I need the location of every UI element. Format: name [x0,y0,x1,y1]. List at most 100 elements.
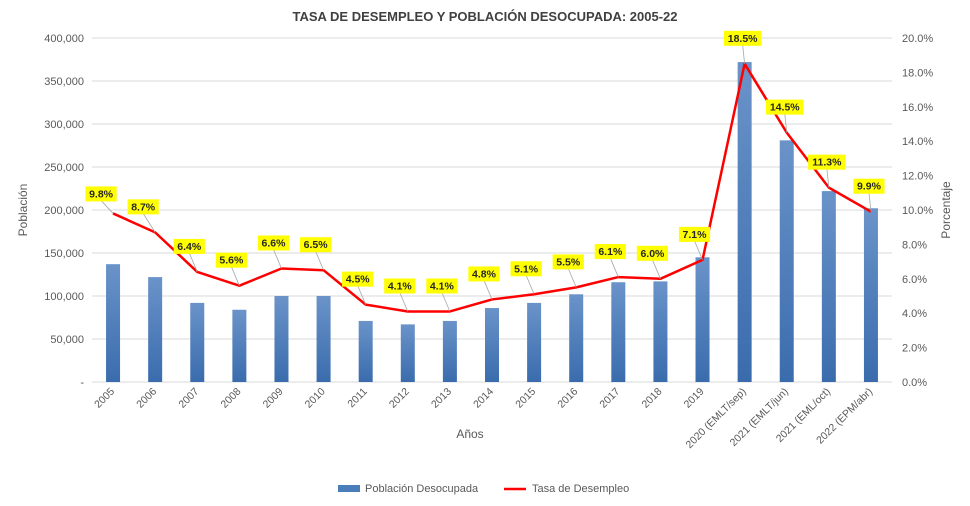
data-label-bg [765,99,804,115]
y-tick-label: 100,000 [44,291,84,303]
chart-title: TASA DE DESEMPLEO Y POBLACIÓN DESOCUPADA… [292,9,677,24]
data-label-bg [636,245,669,261]
data-label: 6.0% [640,248,665,260]
y2-tick-label: 12.0% [902,171,933,183]
data-label-bg [594,244,626,260]
data-label-leader [100,200,114,214]
bar [274,296,289,382]
data-label-bg [215,252,247,268]
data-label: 9.8% [89,188,114,200]
data-label-leader [609,257,619,278]
x-tick-label: 2010 [303,386,328,411]
data-label-leader [784,113,788,133]
y-tick-label: 50,000 [50,334,84,346]
data-label: 11.3% [812,157,842,169]
y2-tick-label: 6.0% [902,274,927,286]
y2-tick-label: 2.0% [902,343,927,355]
data-label-leader [826,168,830,188]
data-label-bg [723,30,762,46]
data-label-leader [357,285,367,305]
x-tick-label: 2019 [682,386,707,411]
bar [485,308,499,382]
y2-axis-title: Porcentaje [939,181,953,239]
data-label-bg [384,278,416,294]
y-tick-label: 400,000 [44,33,84,45]
bar [695,257,710,382]
y2-tick-label: 20.0% [902,33,933,45]
legend-label-line: Tasa de Desempleo [532,483,629,495]
y-tick-label: 250,000 [44,162,84,174]
data-label: 4.1% [388,280,413,292]
data-label-bg [173,238,205,254]
y-tick-label: 350,000 [44,76,84,88]
x-tick-label: 2009 [261,386,286,411]
data-label-leader [142,213,156,233]
data-label: 9.9% [857,181,882,193]
data-label: 4.8% [472,268,497,280]
data-label: 5.1% [514,263,539,275]
legend-label-bars: Población Desocupada [365,483,479,495]
bar [316,296,331,382]
y2-tick-label: 18.0% [902,67,933,79]
x-tick-label: 2008 [218,386,243,411]
data-label-leader [273,249,282,269]
y-tick-label: - [80,377,84,389]
data-label-bg [127,199,159,215]
bar [611,282,626,382]
data-label: 5.6% [219,255,244,267]
data-label-leader [525,275,535,295]
data-label-leader [441,292,451,312]
data-label-leader [567,268,577,288]
x-tick-label: 2006 [134,386,159,411]
x-tick-label: 2013 [429,386,454,411]
bar [821,191,836,382]
data-label-leader [483,280,493,300]
data-label-bg [342,271,374,287]
bar [358,320,373,382]
data-label-bg [85,186,117,202]
data-label-leader [188,252,198,273]
x-tick-label: 2012 [387,386,412,411]
data-label-bg [678,226,711,242]
data-label-leader [742,44,746,64]
bar [527,302,542,382]
x-tick-label: 2016 [555,386,580,411]
bar [400,324,415,382]
y2-tick-label: 8.0% [902,239,927,251]
data-label: 4.1% [430,280,455,292]
data-label-bg [510,261,542,277]
x-tick-label: 2018 [640,386,665,411]
x-axis-title: Años [456,427,483,441]
x-tick-label: 2011 [345,386,370,411]
data-label-bg [808,154,846,170]
data-label: 5.5% [556,256,581,268]
x-tick-label: 2005 [92,386,117,411]
bar [148,277,163,382]
data-label-bg [426,278,458,294]
x-tick-label: 2014 [471,386,496,411]
data-label: 6.4% [177,241,202,253]
data-label-leader [868,192,872,212]
data-label-leader [399,292,409,312]
data-label-leader [230,266,240,286]
data-label-bg [468,266,500,282]
data-label: 7.1% [683,229,708,241]
bar [442,320,457,382]
bar [737,62,752,383]
data-label: 18.5% [728,33,758,45]
data-label-bg [853,178,885,194]
data-label: 6.5% [304,239,329,251]
y-tick-label: 300,000 [44,119,84,131]
data-label: 14.5% [770,102,800,114]
bar [232,309,247,382]
y2-tick-label: 0.0% [902,377,927,389]
bar [190,302,205,382]
data-label-bg [552,254,584,270]
data-label-bg [299,237,332,253]
data-label: 4.5% [346,274,371,286]
y2-tick-label: 16.0% [902,102,933,114]
legend: Población Desocupada Tasa de Desempleo [338,483,629,495]
y2-tick-label: 4.0% [902,308,927,320]
